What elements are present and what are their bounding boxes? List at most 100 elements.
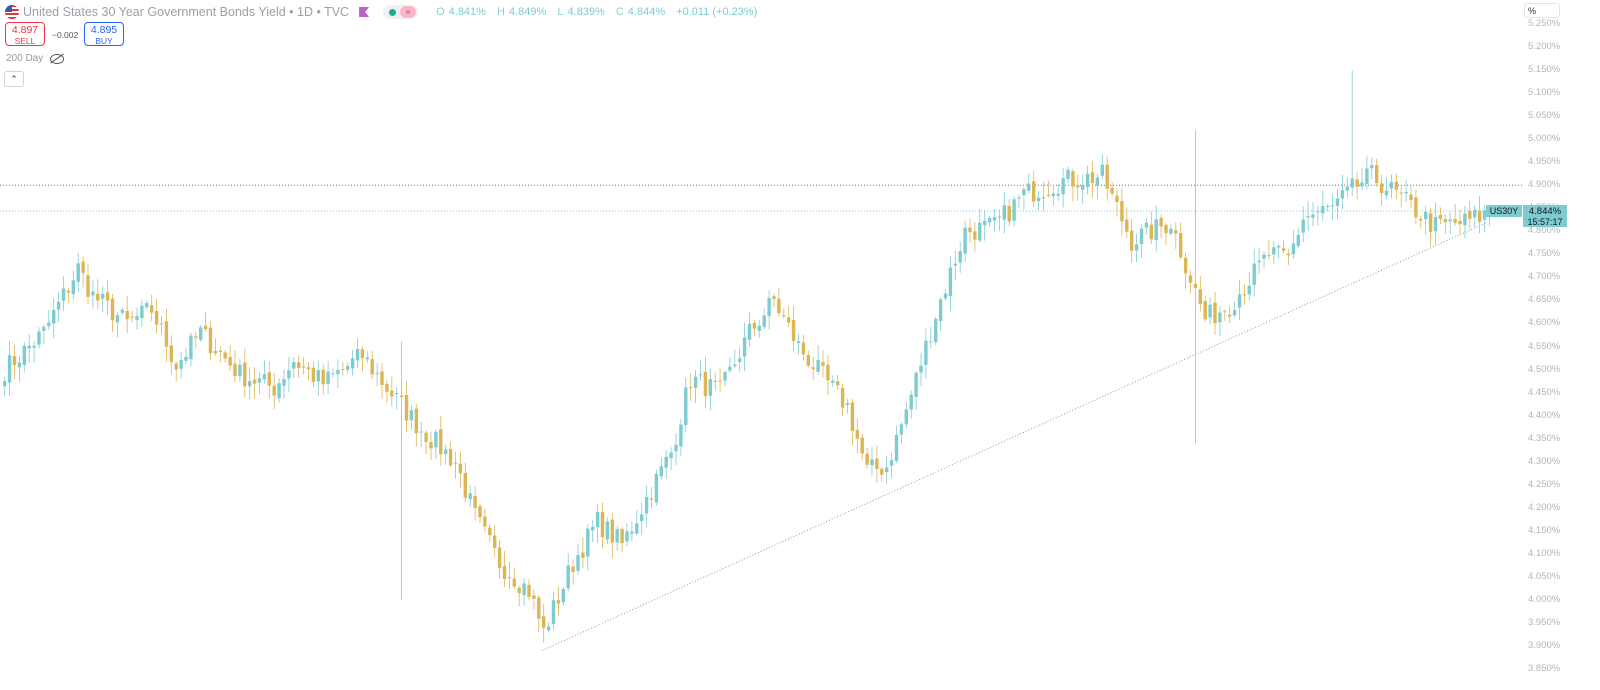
candle-body <box>488 527 492 536</box>
candle-body <box>203 325 208 330</box>
change-value: +0.011 (+0.23%) <box>676 6 758 18</box>
candle-body <box>1482 210 1487 220</box>
unit-button[interactable]: % <box>1524 3 1560 18</box>
candle-body <box>654 473 659 503</box>
candle-body <box>497 547 502 569</box>
candle-body <box>689 387 693 389</box>
candle-body <box>845 403 850 405</box>
axis-tick-label: 4.900% <box>1528 179 1561 191</box>
candle-body <box>483 516 487 527</box>
candle-body <box>880 468 884 475</box>
candle-body <box>782 315 786 317</box>
candle-body <box>889 460 894 466</box>
candle-body <box>1277 246 1281 248</box>
candle-body <box>723 372 727 381</box>
candle-body <box>625 531 629 542</box>
candle-body <box>1007 205 1011 222</box>
candle-body <box>1144 222 1149 228</box>
candle-body <box>644 497 649 514</box>
candle-body <box>787 317 791 323</box>
candle-body <box>1360 182 1364 187</box>
indicator-row[interactable]: 200 Day <box>6 53 65 64</box>
candle-body <box>267 372 271 386</box>
axis-tick-label: 4.650% <box>1528 294 1561 306</box>
candle-body <box>757 325 761 331</box>
candle-body <box>836 381 840 386</box>
candle-body <box>640 514 644 522</box>
close-label: C <box>615 6 624 18</box>
candle-body <box>1330 205 1335 207</box>
buy-button[interactable]: 4.895 BUY <box>84 22 124 46</box>
candle-body <box>208 327 213 354</box>
candle-body <box>860 437 864 454</box>
candle-body <box>159 323 164 325</box>
candle-body <box>581 552 585 558</box>
sell-price: 4.897 <box>11 24 39 36</box>
candle-body <box>179 360 183 369</box>
candle-body <box>125 311 129 320</box>
candle-body <box>738 358 742 362</box>
candle-body <box>66 290 71 293</box>
candle-body <box>282 379 286 386</box>
ohlc-values: O 4.841% H 4.849% L 4.839% C 4.844% +0.011 (… <box>436 6 761 18</box>
candle-body <box>370 359 374 375</box>
candle-body <box>1017 197 1021 199</box>
candle-body <box>3 381 7 387</box>
open-label: O <box>436 6 445 18</box>
candle-body <box>1370 165 1374 169</box>
candle-body <box>1110 187 1114 194</box>
axis-tick-label: 4.550% <box>1528 340 1561 352</box>
candle-body <box>1022 189 1026 196</box>
candle-body <box>1223 311 1227 313</box>
candle-body <box>47 322 51 327</box>
candle-body <box>752 322 757 329</box>
candle-body <box>1252 263 1256 285</box>
trendline <box>541 221 1488 652</box>
candle-body <box>110 298 115 321</box>
candle-body <box>831 380 835 383</box>
candle-body <box>1046 194 1051 196</box>
candle-body <box>507 577 512 579</box>
axis-tick-label: 4.800% <box>1528 225 1561 237</box>
eye-hidden-icon[interactable] <box>50 53 65 64</box>
candle-body <box>493 535 497 548</box>
candle-body <box>1237 294 1242 308</box>
candle-body <box>355 349 360 361</box>
axis-tick-label: 4.250% <box>1528 478 1561 490</box>
candle-body <box>174 363 178 370</box>
candle-body <box>213 350 218 354</box>
candle-body <box>150 305 154 313</box>
symbol-tag: US30Y <box>1486 205 1522 217</box>
candle-body <box>963 227 967 254</box>
candle-body <box>1286 253 1291 256</box>
axis-tick-label: 4.150% <box>1528 524 1561 536</box>
candle-body <box>561 588 565 603</box>
candle-body <box>1448 219 1452 222</box>
candle-body <box>615 529 619 543</box>
candle-body <box>1375 165 1379 183</box>
candle-body <box>248 381 252 387</box>
candle-body <box>360 349 365 359</box>
candle-body <box>703 371 708 397</box>
candle-body <box>262 374 267 380</box>
candle-body <box>816 359 820 372</box>
candle-body <box>600 512 605 538</box>
candle-body <box>899 424 904 435</box>
candle-body <box>586 528 590 557</box>
candle-body <box>1365 168 1369 184</box>
symbol-title[interactable]: United States 30 Year Government Bonds Y… <box>23 5 350 19</box>
candle-body <box>1463 213 1467 226</box>
candle-body <box>591 526 595 531</box>
collapse-legend-button[interactable]: ⌃ <box>4 71 24 87</box>
candle-body <box>115 315 120 323</box>
candle-body <box>865 453 869 465</box>
flag-marker-icon[interactable] <box>359 7 370 17</box>
candle-body <box>571 566 575 572</box>
axis-tick-label: 4.700% <box>1528 271 1561 283</box>
candle-body <box>130 316 134 318</box>
market-status[interactable]: ≈ <box>383 5 419 19</box>
candle-body <box>409 410 414 421</box>
candle-body <box>1115 195 1119 202</box>
sell-button[interactable]: 4.897 SELL <box>5 22 45 46</box>
